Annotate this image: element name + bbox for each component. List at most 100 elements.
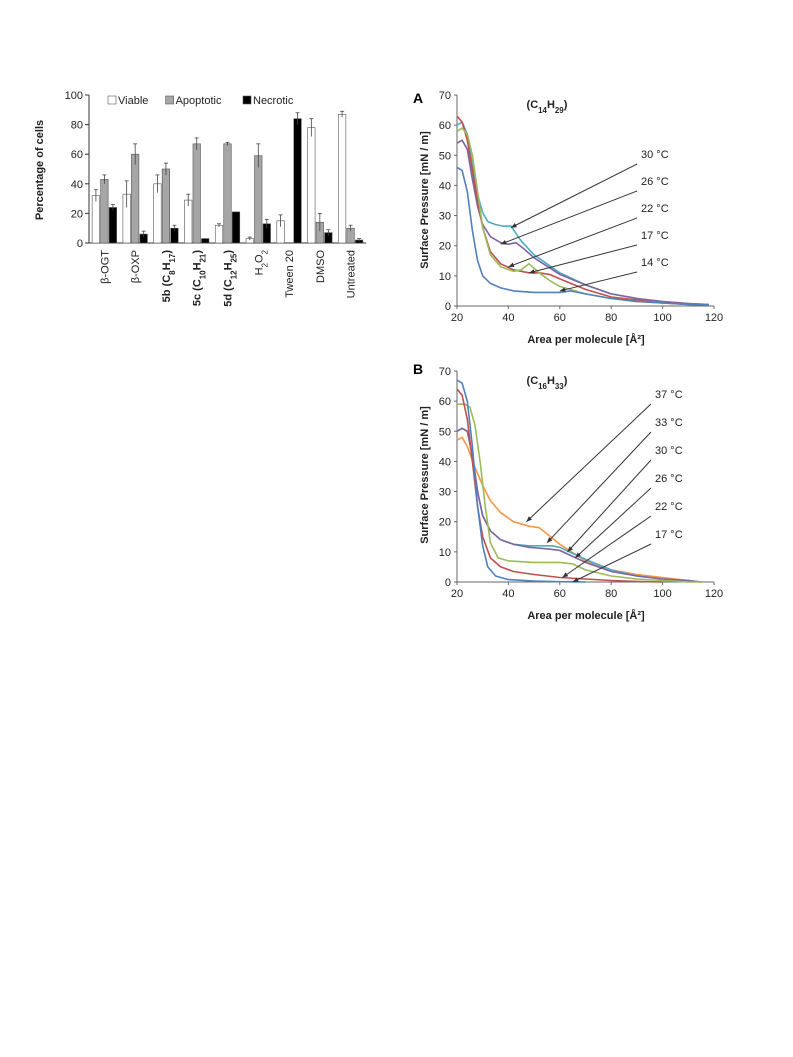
arrow-head (559, 287, 566, 292)
arrow-head (567, 546, 573, 552)
bar-necrotic (231, 211, 241, 244)
isotherm-line-22c (456, 388, 663, 583)
arrow-line (500, 190, 638, 245)
line-x-tick-label: 20 (451, 588, 463, 600)
chart-title: (C16H33) (527, 375, 568, 391)
bar-y-tick-label: 100 (65, 90, 83, 102)
line-y-tick-label: 30 (439, 211, 451, 223)
bar-y-axis-label: Percentage of cells (34, 120, 46, 220)
arrow-head (575, 552, 581, 558)
bar-category-label: Untreated (346, 250, 358, 298)
bar-necrotic (201, 238, 210, 244)
bar-category-label: β-OXP (130, 250, 142, 283)
legend-swatch-viable (107, 95, 117, 105)
line-y-tick-label: 10 (439, 547, 451, 559)
line-y-tick-label: 70 (439, 90, 451, 102)
line-x-tick-label: 40 (502, 588, 514, 600)
temperature-label: 22 °C (641, 203, 669, 215)
line-y-tick-label: 50 (439, 150, 451, 162)
temperature-label: 17 °C (655, 529, 683, 541)
bar-plot-area: 0 20 40 60 80 100 β-OGT β-OXP 5b (C8H17) 5c (C10H… (65, 90, 366, 307)
line-y-tick-label: 30 (439, 487, 451, 499)
arrow-head (508, 262, 515, 268)
arrow-line (574, 487, 652, 559)
bar-y-tick-label: 60 (71, 149, 83, 161)
temperature-label: 26 °C (655, 473, 683, 485)
line-x-tick-label: 120 (705, 312, 723, 324)
arrow-line (572, 543, 652, 583)
bar-y-tick-label: 0 (77, 238, 83, 250)
line-y-tick-label: 20 (439, 241, 451, 253)
isotherm-line-26c (457, 403, 702, 583)
line-x-tick-label: 100 (653, 312, 671, 324)
arrow-line (528, 244, 638, 274)
line-x-tick-label: 100 (653, 588, 671, 600)
line-y-tick-label: 10 (439, 271, 451, 283)
line-y-tick-label: 20 (439, 517, 451, 529)
line-x-tick-label: 60 (554, 312, 566, 324)
line-y-tick-label: 0 (445, 577, 451, 589)
arrow-line (510, 163, 638, 229)
bar-y-tick-label: 80 (71, 120, 83, 132)
line-y-tick-label: 0 (445, 301, 451, 313)
chart-b-plot-area: 0 10 20 30 40 50 60 70 20 40 60 80 100 120 (C16H33) 37 … (439, 366, 723, 600)
legend-label-necrotic: Necrotic (253, 95, 294, 107)
chart-title: (C14H29) (527, 99, 568, 115)
line-y-tick-label: 40 (439, 180, 451, 192)
bar-category-label: Tween 20 (284, 250, 296, 298)
line-y-tick-label: 40 (439, 456, 451, 468)
line-x-tick-label: 120 (705, 588, 723, 600)
line-y-tick-label: 60 (439, 396, 451, 408)
bar-y-tick-label: 40 (71, 179, 83, 191)
isotherm-line-14c (456, 166, 709, 306)
line-y-tick-label: 70 (439, 366, 451, 378)
chart-b-y-axis-label: Surface Pressure [mN / m] (419, 406, 431, 544)
arrow-line (559, 271, 638, 292)
bar-category-label: 5d (C12H25) (223, 250, 239, 307)
temperature-label: 30 °C (655, 445, 683, 457)
temperature-label: 26 °C (641, 176, 669, 188)
bar-category-label: H2O2 (253, 250, 269, 275)
panel-label-a: A (413, 90, 423, 106)
temperature-label: 37 °C (655, 389, 683, 401)
arrow-line (546, 431, 652, 544)
isotherm-line-26c (456, 139, 709, 306)
temperature-label: 14 °C (641, 257, 669, 269)
isotherm-line-17c (456, 379, 586, 583)
arrow-head (526, 516, 533, 522)
arrow-head (572, 577, 579, 582)
chart-b-x-axis-label: Area per molecule [Å²] (527, 609, 645, 622)
bar-category-label: 5c (C10H21) (192, 250, 208, 306)
line-x-tick-label: 80 (605, 588, 617, 600)
line-y-tick-label: 50 (439, 426, 451, 438)
panel-label-b: B (413, 361, 423, 377)
arrow-head (500, 240, 507, 245)
bar-y-tick-label: 20 (71, 208, 83, 220)
legend-label-apoptotic: Apoptotic (176, 95, 222, 107)
arrow-line (508, 217, 638, 268)
temperature-label: 22 °C (655, 501, 683, 513)
chart-a-y-axis-label: Surface Pressure [mN / m] (419, 131, 431, 269)
bar-category-label: DMSO (315, 250, 327, 283)
arrow-head (562, 572, 569, 578)
temperature-label: 17 °C (641, 230, 669, 242)
bar-category-label: 5b (C8H17) (161, 250, 177, 303)
legend-swatch-apoptotic (165, 95, 174, 105)
line-x-tick-label: 60 (554, 588, 566, 600)
temperature-label: 33 °C (655, 417, 683, 429)
arrow-line (526, 403, 652, 523)
arrow-head (528, 269, 535, 274)
arrow-head (546, 537, 553, 543)
bar-category-label: β-OGT (99, 250, 111, 284)
temperature-label: 30 °C (641, 149, 669, 161)
arrow-head (510, 223, 517, 228)
line-y-tick-label: 60 (439, 120, 451, 132)
line-x-tick-label: 20 (451, 312, 463, 324)
chart-a-plot-area: 0 10 20 30 40 50 60 70 20 40 60 80 100 120 (C14H29) 30 … (439, 90, 723, 324)
legend-swatch-necrotic (242, 95, 252, 105)
arrow-line (562, 515, 652, 578)
arrow-line (567, 459, 652, 553)
